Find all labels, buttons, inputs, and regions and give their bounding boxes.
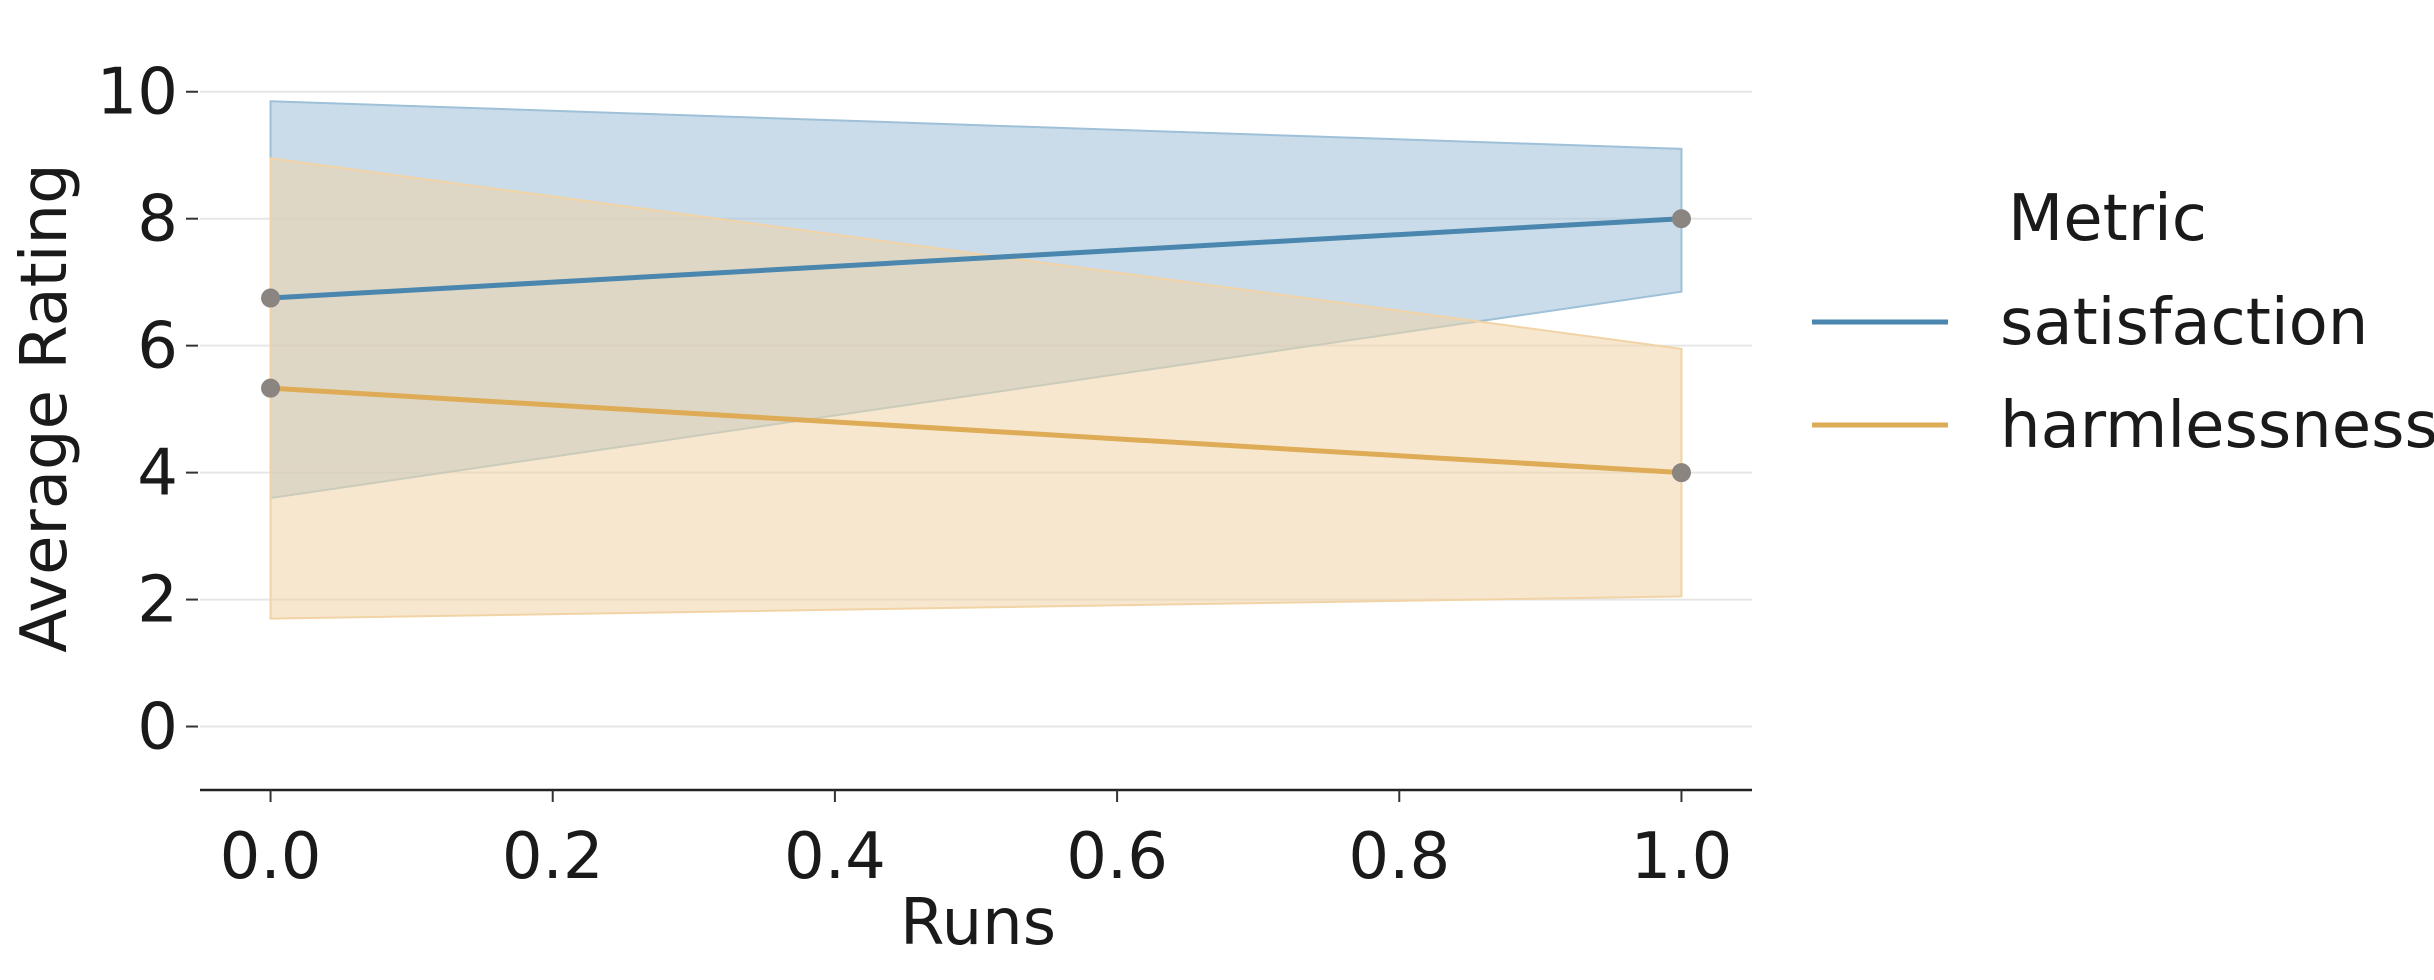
x-tick-label: 0.6 (1066, 820, 1168, 894)
axes: 0 2 4 6 8 10 0.0 0.2 0.4 0.6 0.8 1.0 (97, 56, 1752, 894)
legend-label-harmlessness: harmlessness (2000, 389, 2434, 463)
y-tick-label: 10 (97, 56, 178, 130)
legend-label-satisfaction: satisfaction (2000, 286, 2368, 360)
confidence-bands (269, 100, 1683, 620)
series-lines (268, 216, 1684, 476)
x-tick-label: 0.8 (1348, 820, 1450, 894)
y-tick-label: 2 (137, 564, 178, 638)
legend-title: Metric (2008, 182, 2207, 256)
confidence-band-harmlessness (269, 157, 1683, 620)
y-tick-label: 6 (137, 310, 178, 384)
y-axis-title: Average Rating (8, 163, 82, 653)
x-axis-title: Runs (900, 886, 1056, 960)
legend: Metric satisfaction harmlessness (1812, 182, 2434, 463)
x-tick-label: 1.0 (1631, 820, 1733, 894)
x-tick-label: 0.4 (784, 820, 886, 894)
series-line-harmlessness (268, 385, 1684, 476)
series-markers (261, 209, 1691, 483)
x-tick-label: 0.0 (220, 820, 322, 894)
data-point-harmlessness (1671, 463, 1691, 483)
y-tick-label: 0 (137, 691, 178, 765)
y-tick-label: 4 (137, 437, 178, 511)
data-point-satisfaction (261, 288, 281, 308)
data-point-harmlessness (261, 378, 281, 398)
y-tick-label: 8 (137, 183, 178, 257)
series-line-satisfaction (268, 216, 1684, 301)
data-point-satisfaction (1671, 209, 1691, 229)
x-tick-label: 0.2 (502, 820, 604, 894)
